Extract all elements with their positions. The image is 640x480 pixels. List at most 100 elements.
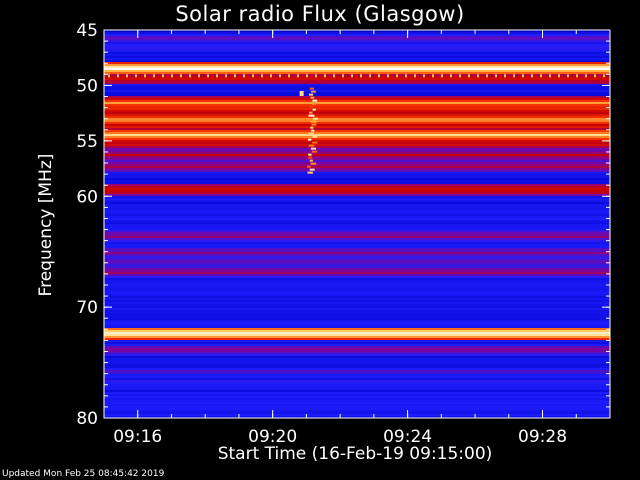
spectrogram-row — [104, 224, 610, 226]
spectrogram-row — [104, 290, 610, 292]
spectrogram-row — [104, 270, 610, 272]
spectrogram-row — [104, 164, 610, 166]
spectrogram-row — [104, 320, 610, 322]
chart-title: Solar radio Flux (Glasgow) — [175, 2, 465, 26]
interference-dot — [369, 74, 371, 78]
spectrogram-row — [104, 288, 610, 290]
spectrogram-row — [104, 326, 610, 328]
interference-dot — [108, 74, 110, 78]
spectrogram-row — [104, 206, 610, 208]
spectrogram-row — [104, 158, 610, 160]
spectrogram-row — [104, 136, 610, 138]
spectrogram-row — [104, 332, 610, 334]
spectrogram-row — [104, 400, 610, 402]
spectrogram-row — [104, 212, 610, 214]
x-axis: 09:16 09:20 09:24 09:28 — [103, 30, 611, 447]
spectrogram-row — [104, 146, 610, 148]
burst-segment — [310, 147, 317, 150]
interference-dot — [468, 74, 470, 78]
spectrogram-row — [104, 238, 610, 240]
spectrogram-row — [104, 246, 610, 248]
spectrogram-row — [104, 410, 610, 412]
interference-dot — [261, 74, 263, 78]
spectrogram-row — [104, 98, 610, 100]
spectrogram-row — [104, 412, 610, 414]
spectrogram-row — [104, 78, 610, 80]
spectrogram-row — [104, 126, 610, 128]
spectrogram-row — [104, 84, 610, 86]
burst-segment — [310, 120, 317, 123]
spectrogram-row — [104, 70, 610, 72]
y-axis: 45 50 55 60 70 80 — [76, 21, 610, 429]
spectrogram-row — [104, 398, 610, 400]
spectrogram-row — [104, 170, 610, 172]
burst-segment — [312, 117, 319, 120]
burst-segment — [307, 138, 312, 141]
spectrogram-row — [104, 114, 610, 116]
interference-dot — [234, 74, 236, 78]
spectrogram-row — [104, 180, 610, 182]
interference-dot — [225, 74, 227, 78]
spectrogram-row — [104, 92, 610, 94]
spectrogram-row — [104, 360, 610, 362]
spectrogram-row — [104, 106, 610, 108]
spectrogram-row — [104, 192, 610, 194]
spectrogram-row — [104, 302, 610, 304]
interference-dot — [567, 74, 569, 78]
spectrogram-row — [104, 108, 610, 110]
interference-dot — [540, 74, 542, 78]
spectrogram-row — [104, 178, 610, 180]
spectrogram-row — [104, 152, 610, 154]
spectrogram-row — [104, 42, 610, 44]
interference-dot — [441, 74, 443, 78]
interference-dot — [270, 74, 272, 78]
spectrogram-row — [104, 382, 610, 384]
spectrogram-row — [104, 254, 610, 256]
spectrogram-row — [104, 226, 610, 228]
spectrogram-row — [104, 122, 610, 124]
spectrogram-row — [104, 88, 610, 90]
spectrogram-row — [104, 300, 610, 302]
y-tick-label: 80 — [76, 409, 98, 429]
burst-segment — [309, 111, 313, 114]
interference-dot — [387, 74, 389, 78]
spectrogram-row — [104, 370, 610, 372]
interference-dot — [324, 74, 326, 78]
burst-segment — [312, 99, 318, 102]
spectrogram-row — [104, 96, 610, 98]
interference-dot — [585, 74, 587, 78]
burst-segment — [310, 96, 315, 99]
interference-dot — [486, 74, 488, 78]
spectrogram-row — [104, 120, 610, 122]
spectrogram-row — [104, 416, 610, 418]
spectrogram-row — [104, 278, 610, 280]
spectrogram-row — [104, 364, 610, 366]
spectrogram-row — [104, 130, 610, 132]
spectrogram-row — [104, 282, 610, 284]
spectrogram-row — [104, 58, 610, 60]
interference-dot — [243, 74, 245, 78]
spectrogram-row — [104, 330, 610, 332]
interference-dot — [306, 74, 308, 78]
spectrogram-row — [104, 280, 610, 282]
interference-dot — [333, 74, 335, 78]
spectrogram-row — [104, 110, 610, 112]
spectrogram-row — [104, 194, 610, 196]
spectrogram-heatmap — [104, 30, 610, 418]
spectrogram-row — [104, 72, 610, 74]
burst-start — [299, 90, 304, 96]
y-tick-label: 55 — [76, 132, 98, 152]
burst-segment — [310, 162, 317, 165]
spectrogram-row — [104, 340, 610, 342]
interference-dot — [252, 74, 254, 78]
y-tick-label: 50 — [76, 76, 98, 96]
spectrogram-row — [104, 284, 610, 286]
spectrogram-row — [104, 304, 610, 306]
spectrogram-row — [104, 208, 610, 210]
spectrogram-row — [104, 128, 610, 130]
spectrogram-row — [104, 322, 610, 324]
interference-dot — [522, 74, 524, 78]
x-tick-label: 09:28 — [518, 427, 567, 447]
spectrogram-row — [104, 356, 610, 358]
spectrogram-row — [104, 256, 610, 258]
